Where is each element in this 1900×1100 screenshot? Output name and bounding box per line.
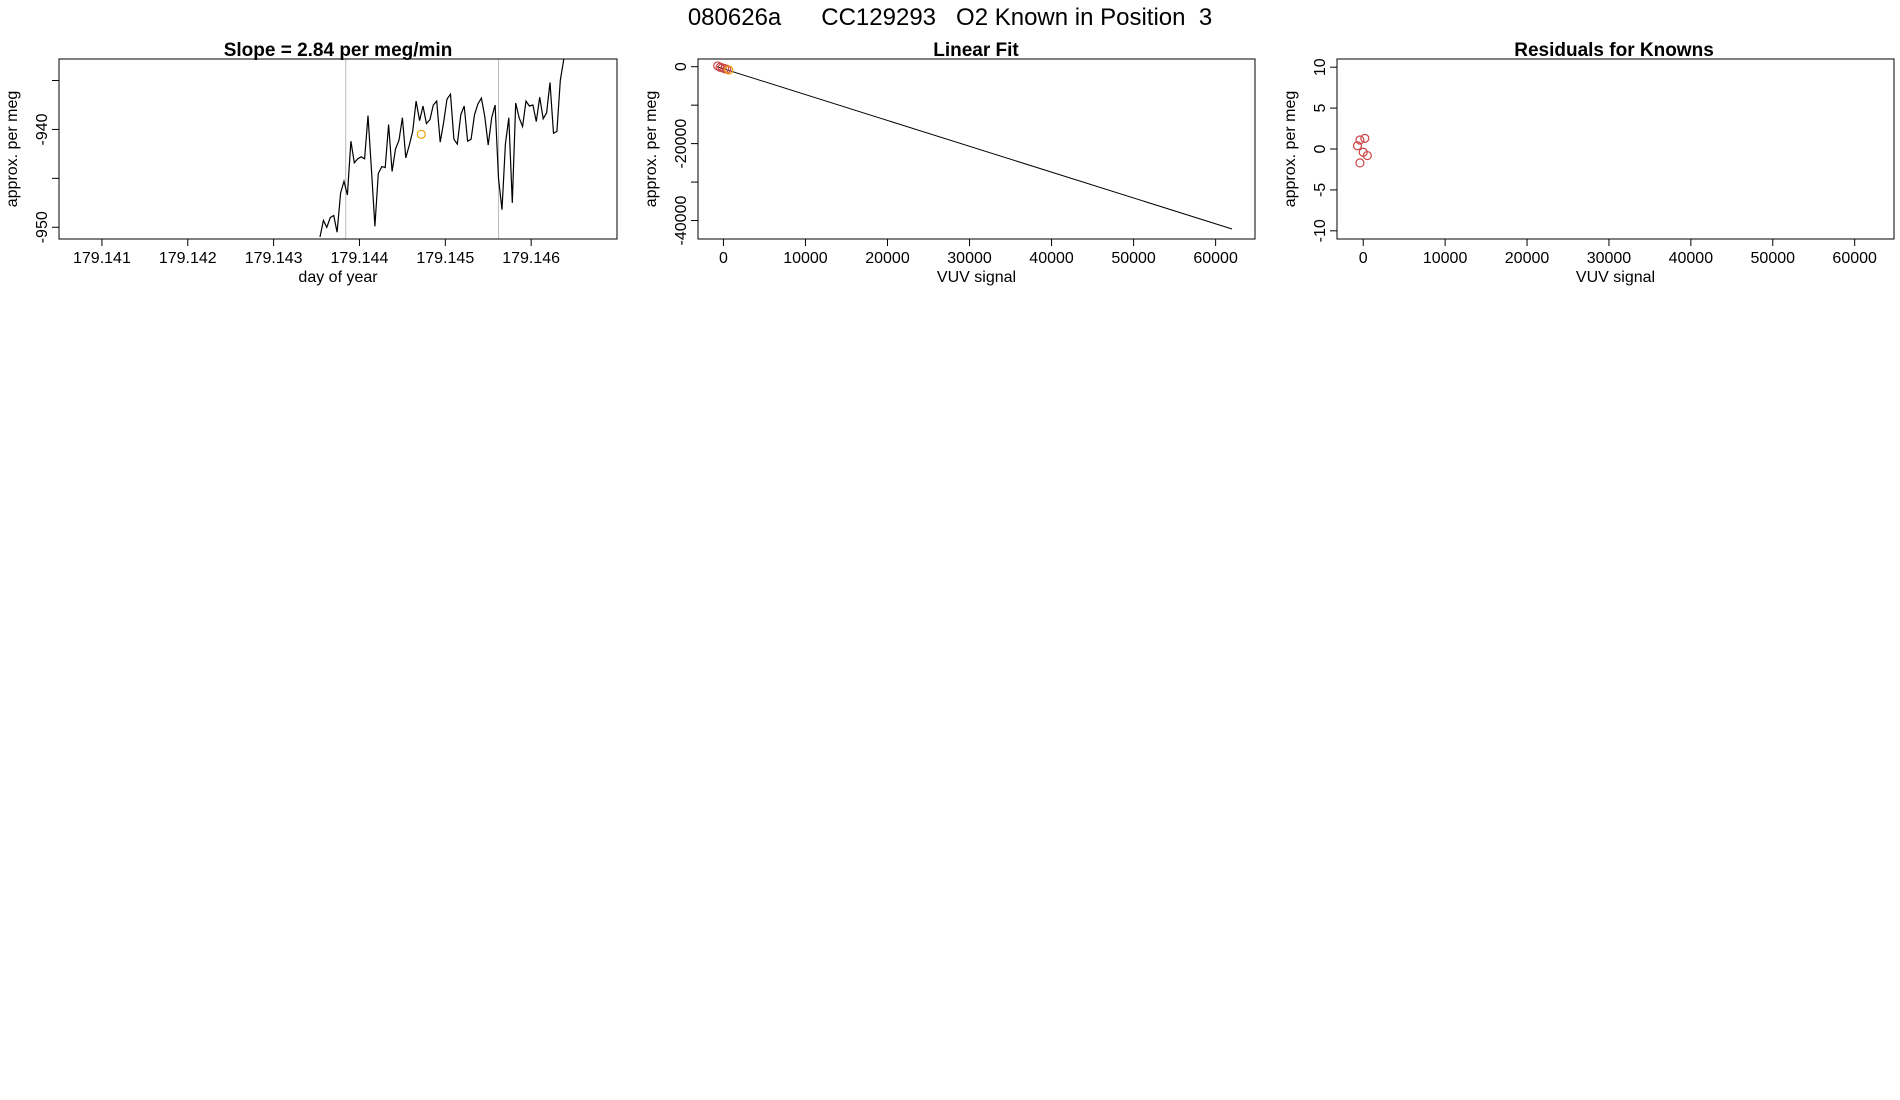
- plot-frame: [58, 58, 618, 240]
- x-tick-label: 179.144: [331, 250, 389, 267]
- x-tick-label: 30000: [1587, 250, 1632, 267]
- fit-line: [716, 66, 1233, 230]
- plot-frame: [1336, 58, 1895, 240]
- y-axis-label: approx. per meg: [4, 91, 21, 208]
- y-tick-label: -10: [1312, 219, 1329, 242]
- x-axis-label: day of year: [298, 269, 378, 286]
- data-point: [416, 129, 426, 139]
- x-tick-label: 179.146: [502, 250, 560, 267]
- x-tick-label: 10000: [783, 250, 828, 267]
- y-tick-label: -5: [1312, 183, 1329, 197]
- x-tick-label: 40000: [1669, 250, 1714, 267]
- x-tick-label: 179.142: [159, 250, 217, 267]
- y-tick-label: -40000: [673, 196, 690, 246]
- panel-title-slope: Slope = 2.84 per meg/min: [224, 40, 453, 61]
- y-tick-label: -950: [34, 211, 51, 243]
- x-tick-label: 20000: [865, 250, 910, 267]
- panel-residuals: Residuals for Knowns 0 10000 20000 30000 400…: [1282, 40, 1895, 286]
- y-axis-label: approx. per meg: [1282, 91, 1299, 208]
- y-tick-label: 10: [1312, 58, 1329, 76]
- data-point: [1355, 158, 1365, 168]
- y-axis-label: approx. per meg: [643, 91, 660, 208]
- series-line: [319, 59, 565, 238]
- data-point: [1352, 141, 1363, 151]
- data-point: [724, 65, 734, 75]
- panel-linear-fit: Linear Fit 0 10000 20000 30000 40000 50000 600…: [643, 40, 1256, 286]
- data-point: [1362, 150, 1372, 161]
- x-tick-label: 60000: [1193, 250, 1238, 267]
- y-tick-label: 0: [1312, 144, 1329, 153]
- y-tick-label: -20000: [673, 119, 690, 169]
- panel-title-linear-fit: Linear Fit: [933, 40, 1019, 61]
- x-tick-label: 179.141: [73, 250, 131, 267]
- x-tick-label: 50000: [1751, 250, 1796, 267]
- y-tick-label: 0: [673, 62, 690, 71]
- figure-title: 080626a CC129293 O2 Known in Position 3: [688, 4, 1212, 31]
- x-tick-label: 60000: [1832, 250, 1877, 267]
- data-point: [1360, 133, 1370, 143]
- panel-title-residuals: Residuals for Knowns: [1514, 40, 1714, 61]
- x-axis-label: VUV signal: [1576, 269, 1655, 286]
- plot-frame: [697, 58, 1256, 240]
- x-tick-label: 0: [1359, 250, 1368, 267]
- y-tick-label: 5: [1312, 104, 1329, 113]
- x-axis-label: VUV signal: [937, 269, 1016, 286]
- plot-area: [713, 61, 1233, 230]
- x-tick-label: 50000: [1111, 250, 1156, 267]
- panel-slope: Slope = 2.84 per meg/min 179.141 179.142 1…: [4, 40, 618, 286]
- x-tick-label: 179.145: [416, 250, 474, 267]
- y-tick-label: -940: [34, 113, 51, 145]
- data-point: [1355, 135, 1365, 145]
- x-tick-label: 0: [719, 250, 728, 267]
- x-tick-label: 179.143: [245, 250, 303, 267]
- x-tick-label: 40000: [1029, 250, 1074, 267]
- plot-area: [1352, 133, 1372, 168]
- x-tick-label: 30000: [947, 250, 992, 267]
- x-tick-label: 10000: [1423, 250, 1468, 267]
- plot-area: [319, 59, 565, 239]
- x-tick-label: 20000: [1505, 250, 1550, 267]
